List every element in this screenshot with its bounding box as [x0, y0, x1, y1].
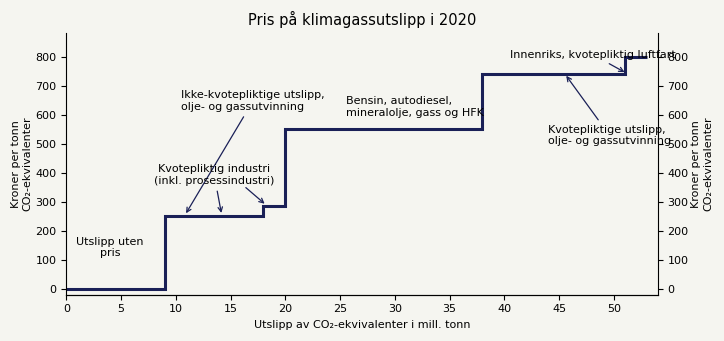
Y-axis label: Kroner per tonn
CO₂-ekvivalenter: Kroner per tonn CO₂-ekvivalenter	[11, 117, 33, 211]
Title: Pris på klimagassutslipp i 2020: Pris på klimagassutslipp i 2020	[248, 11, 476, 28]
Text: Ikke-kvotepliktige utslipp,
olje- og gassutvinning: Ikke-kvotepliktige utslipp, olje- og gas…	[181, 90, 325, 212]
X-axis label: Utslipp av CO₂-ekvivalenter i mill. tonn: Utslipp av CO₂-ekvivalenter i mill. tonn	[253, 320, 471, 330]
Text: Utslipp uten
pris: Utslipp uten pris	[77, 237, 144, 258]
Text: Kvotepliktig industri
(inkl. prosessindustri): Kvotepliktig industri (inkl. prosessindu…	[154, 164, 274, 211]
Text: Kvotepliktige utslipp,
olje- og gassutvinning: Kvotepliktige utslipp, olje- og gassutvi…	[548, 77, 671, 147]
Text: Innenriks, kvotepliktig luftfart: Innenriks, kvotepliktig luftfart	[510, 49, 675, 72]
Y-axis label: Kroner per tonn
CO₂-ekvivalenter: Kroner per tonn CO₂-ekvivalenter	[691, 117, 713, 211]
Text: Bensin, autodiesel,
mineralolje, gass og HFK: Bensin, autodiesel, mineralolje, gass og…	[345, 96, 484, 118]
